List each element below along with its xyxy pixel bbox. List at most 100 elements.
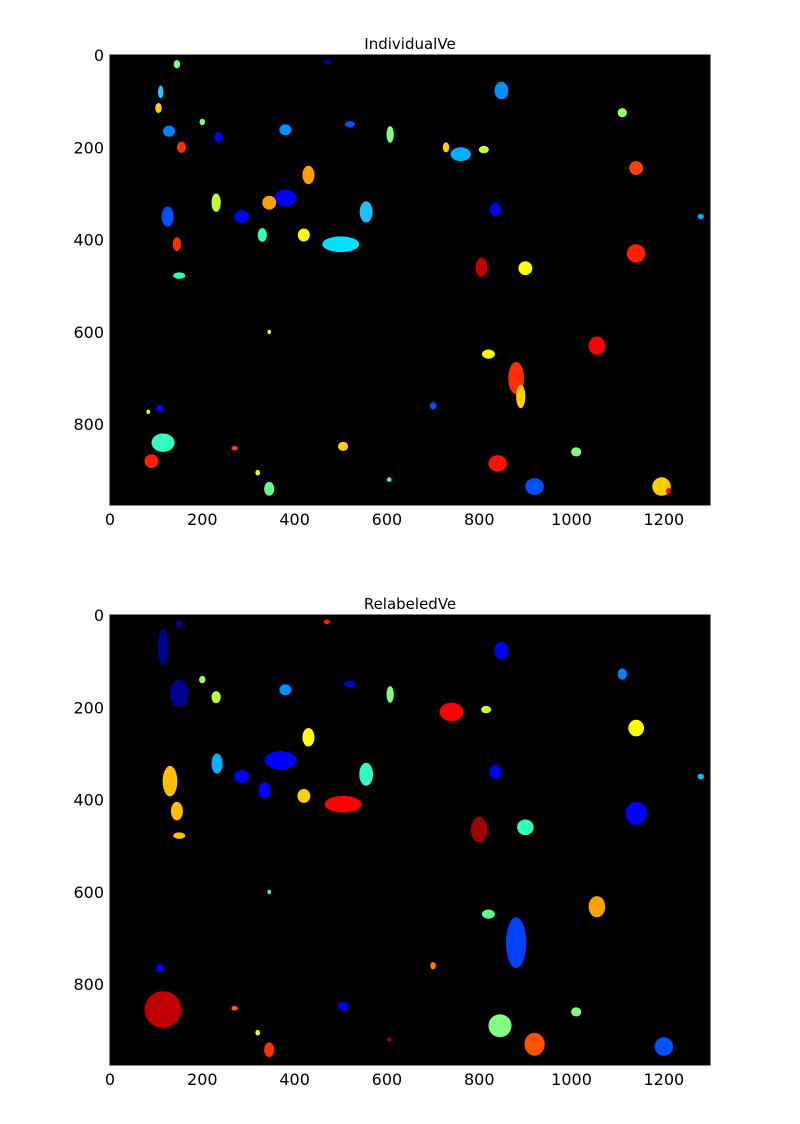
blob-2 [170, 679, 189, 708]
blob-48 [386, 477, 392, 482]
blob-52 [652, 477, 671, 496]
blob-12 [617, 668, 627, 680]
blob-layer [144, 59, 704, 496]
x-tick-label: 0 [105, 1070, 115, 1089]
blob-33 [588, 896, 606, 918]
blob-37 [231, 1005, 238, 1011]
blob-14 [302, 728, 315, 747]
blob-4 [211, 691, 221, 704]
blob-6 [344, 681, 356, 688]
blob-13 [628, 719, 645, 737]
blob-26 [161, 206, 174, 227]
blob-18 [274, 189, 297, 207]
blob-0 [175, 620, 183, 629]
x-tick-label: 800 [464, 1070, 495, 1089]
panel-title: IndividualVe [364, 35, 455, 53]
blob-14 [478, 145, 489, 154]
image-area [110, 55, 710, 505]
blob-42 [488, 1014, 512, 1038]
blob-25 [489, 765, 502, 779]
blob-39 [429, 402, 437, 410]
blob-11 [481, 705, 492, 714]
x-tick-label: 800 [464, 510, 495, 529]
blob-9 [494, 641, 509, 660]
x-tick-label: 1000 [551, 510, 592, 529]
x-tick-label: 400 [279, 1070, 310, 1089]
blob-39 [255, 1029, 260, 1036]
y-tick-label: 200 [73, 138, 104, 157]
blob-19 [359, 762, 374, 786]
blob-22 [162, 765, 178, 797]
x-axis-ticks: 0 200 400 600 800 1000 1200 [105, 55, 684, 529]
x-tick-label: 200 [187, 1070, 218, 1089]
blob-7 [279, 124, 292, 136]
blob-3 [199, 675, 206, 684]
blob-50 [571, 447, 582, 457]
y-tick-label: 0 [94, 606, 104, 625]
blob-6 [214, 132, 223, 143]
blob-18 [211, 753, 223, 774]
blob-16 [629, 161, 644, 175]
panel-title: RelabeledVe [364, 595, 456, 613]
blob-29 [697, 773, 704, 780]
blob-44 [231, 445, 238, 451]
blob-1 [158, 628, 169, 666]
y-tick-label: 800 [73, 415, 104, 434]
blob-8 [323, 619, 331, 625]
x-tick-label: 0 [105, 510, 115, 529]
y-tick-label: 400 [73, 231, 104, 250]
blob-27 [517, 819, 534, 836]
x-tick-label: 400 [279, 510, 310, 529]
blob-33 [697, 213, 704, 220]
blob-2 [155, 103, 162, 114]
blob-41 [386, 1037, 392, 1042]
x-tick-label: 600 [372, 1070, 403, 1089]
blob-15 [617, 108, 627, 118]
blob-32 [506, 917, 527, 969]
blob-35 [155, 963, 165, 973]
blob-31 [482, 909, 495, 919]
blob-15 [264, 751, 297, 770]
blob-38 [338, 1001, 349, 1012]
blob-24 [173, 832, 186, 839]
blob-5 [199, 118, 206, 126]
y-axis-ticks: 0 200 400 600 800 [73, 606, 710, 994]
blob-38 [588, 336, 606, 355]
blob-45 [338, 441, 349, 451]
blob-12 [450, 147, 471, 162]
blob-37 [516, 385, 526, 409]
blob-1 [158, 85, 164, 99]
y-tick-label: 0 [94, 46, 104, 65]
axes-frame [109, 54, 711, 506]
blob-40 [156, 404, 164, 412]
blob-17 [258, 782, 271, 799]
x-tick-label: 1200 [643, 1070, 684, 1089]
blob-20 [234, 210, 249, 224]
x-tick-label: 1200 [643, 510, 684, 529]
blob-35 [482, 349, 495, 359]
blob-30 [475, 257, 488, 277]
blob-10 [439, 702, 464, 722]
blob-25 [257, 228, 267, 242]
blob-46 [255, 469, 260, 476]
blob-22 [359, 201, 373, 223]
blob-23 [322, 236, 360, 253]
y-tick-label: 400 [73, 791, 104, 810]
blob-29 [489, 202, 501, 217]
blob-20 [324, 795, 362, 813]
blob-8 [344, 121, 356, 128]
blob-32 [626, 244, 646, 263]
blob-5 [279, 684, 292, 696]
blob-19 [262, 195, 277, 210]
y-tick-label: 600 [73, 323, 104, 342]
blob-34 [430, 962, 436, 970]
blob-42 [151, 433, 175, 452]
x-tick-label: 600 [372, 510, 403, 529]
blob-28 [173, 272, 186, 279]
axes-frame [109, 614, 711, 1066]
blob-23 [170, 801, 183, 821]
blob-34 [267, 329, 272, 335]
blob-17 [302, 165, 315, 185]
